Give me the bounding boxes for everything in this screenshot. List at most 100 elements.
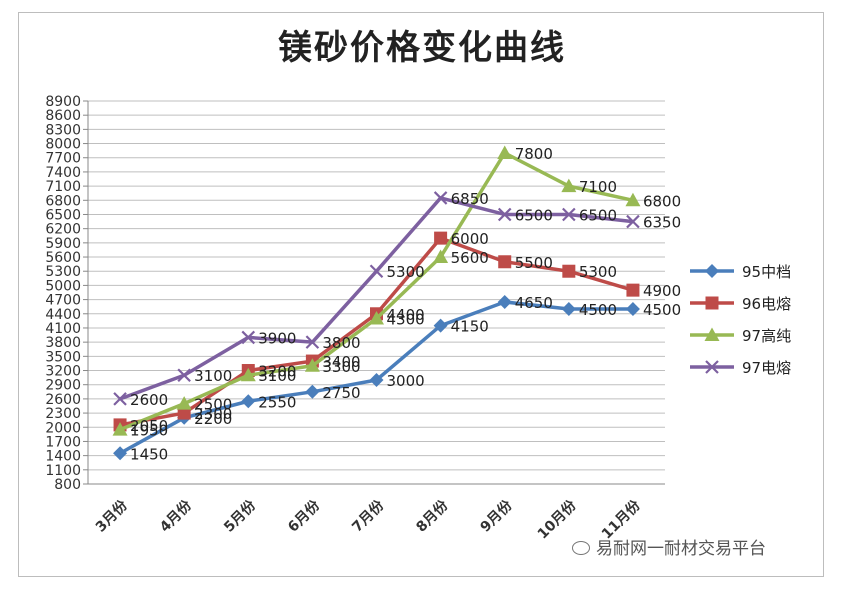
data-label: 2200: [194, 410, 232, 428]
x-tick-label: 5月份: [220, 496, 259, 535]
data-label: 1950: [130, 422, 168, 440]
y-tick-label: 2900: [45, 378, 81, 394]
data-label: 7100: [579, 178, 617, 196]
watermark-text: 易耐网一耐材交易平台: [596, 539, 766, 559]
data-label: 2750: [322, 384, 360, 402]
data-label: 4300: [387, 311, 425, 329]
y-tick-label: 4100: [45, 321, 81, 337]
y-tick-label: 800: [54, 477, 81, 493]
data-point: [562, 207, 576, 222]
x-tick-label: 3月份: [92, 496, 131, 535]
y-tick-label: 5900: [45, 236, 81, 252]
x-tick-label: 9月份: [477, 496, 516, 535]
data-label: 2050: [130, 417, 168, 435]
data-label: 5600: [451, 249, 489, 267]
y-tick-label: 8300: [45, 122, 81, 138]
series-line-3: [119, 151, 634, 432]
legend-label: 97高纯: [742, 327, 791, 345]
y-tick-label: 6200: [45, 222, 81, 238]
data-label: 6850: [451, 190, 489, 208]
data-label: 4900: [643, 282, 681, 300]
data-label: 2550: [258, 393, 296, 411]
y-tick-label: 6500: [45, 207, 81, 223]
data-label: 6800: [643, 192, 681, 210]
data-point: [562, 264, 576, 278]
x-tick-label: 8月份: [413, 496, 452, 535]
data-point: [497, 207, 512, 222]
data-point: [561, 302, 576, 317]
data-label: 4500: [643, 301, 681, 319]
data-point: [497, 294, 512, 309]
x-tick-label: 4月份: [156, 496, 195, 535]
data-point: [626, 214, 640, 229]
data-label: 4400: [387, 306, 425, 324]
data-label: 3100: [194, 367, 232, 385]
legend-marker: [705, 296, 719, 310]
data-point: [304, 358, 320, 372]
data-point: [369, 311, 384, 325]
y-tick-label: 2300: [45, 406, 81, 422]
data-point: [241, 330, 256, 345]
y-tick-label: 7100: [45, 179, 81, 195]
legend-marker: [705, 360, 719, 374]
legend-label: 96电熔: [742, 295, 791, 313]
data-label: 5300: [579, 263, 617, 281]
data-point: [305, 335, 320, 349]
chart-frame: [18, 12, 824, 577]
data-point: [626, 283, 640, 297]
data-point: [497, 145, 513, 160]
y-tick-label: 5000: [45, 278, 81, 294]
data-label: 5500: [515, 254, 553, 272]
data-label: 2500: [194, 396, 232, 414]
y-tick-label: 1700: [45, 434, 81, 450]
data-label: 3000: [387, 372, 425, 390]
data-label: 4650: [515, 294, 553, 312]
y-tick-label: 8000: [45, 137, 81, 153]
data-point: [561, 178, 577, 193]
data-label: 3900: [258, 329, 296, 347]
y-tick-label: 5600: [45, 250, 81, 266]
legend-marker: [704, 327, 720, 341]
data-label: 4150: [451, 318, 489, 336]
y-tick-label: 2600: [45, 392, 81, 408]
data-point: [240, 367, 256, 382]
y-tick-label: 4400: [45, 307, 81, 323]
y-tick-label: 3500: [45, 349, 81, 365]
data-label: 2300: [194, 405, 232, 423]
data-point: [433, 191, 448, 205]
data-point: [369, 264, 384, 278]
y-tick-label: 5300: [45, 264, 81, 280]
y-tick-label: 2000: [45, 420, 81, 436]
data-point: [625, 302, 640, 317]
y-tick-label: 1400: [45, 449, 81, 465]
y-tick-label: 8600: [45, 108, 81, 124]
data-point: [305, 384, 320, 399]
data-label: 5300: [387, 263, 425, 281]
data-label: 2600: [130, 391, 168, 409]
y-tick-label: 7400: [45, 165, 81, 181]
data-point: [112, 422, 128, 436]
watermark: 易耐网一耐材交易平台: [572, 534, 766, 559]
data-point: [241, 394, 256, 409]
data-label: 6350: [643, 214, 681, 232]
legend-marker: [705, 264, 719, 278]
data-label: 3200: [258, 363, 296, 381]
data-label: 4500: [579, 301, 617, 319]
data-point: [113, 446, 128, 461]
y-tick-label: 6800: [45, 193, 81, 209]
chart-title: 镁砂价格变化曲线: [278, 28, 566, 68]
y-tick-label: 4700: [45, 293, 81, 309]
y-tick-label: 3200: [45, 364, 81, 380]
y-tick-label: 8900: [45, 94, 81, 110]
data-label: 7800: [515, 145, 553, 163]
data-label: 3300: [322, 358, 360, 376]
data-label: 6500: [579, 206, 617, 224]
data-point: [625, 192, 641, 207]
data-point: [176, 396, 192, 410]
data-label: 6000: [451, 230, 489, 248]
data-point: [433, 249, 449, 264]
data-point: [177, 368, 191, 383]
data-label: 3400: [322, 353, 360, 371]
data-point: [177, 406, 191, 420]
